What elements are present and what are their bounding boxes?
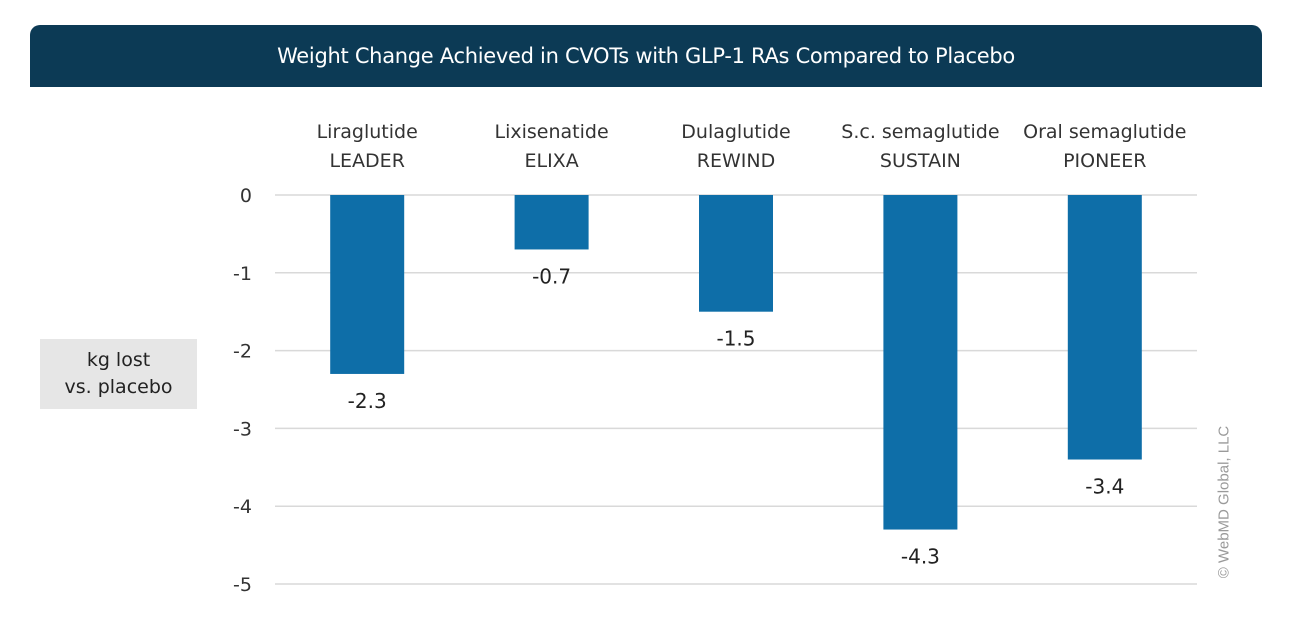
data-label: -2.3: [348, 389, 387, 413]
copyright-text: © WebMD Global, LLC: [1215, 425, 1233, 579]
category-label: Liraglutide: [317, 121, 418, 143]
category-label: ELIXA: [524, 150, 578, 172]
data-label: -3.4: [1085, 475, 1124, 499]
category-label: SUSTAIN: [880, 150, 961, 172]
category-label: Lixisenatide: [495, 121, 609, 143]
y-tick-label: 0: [240, 185, 252, 207]
y-tick-label: -5: [233, 574, 252, 596]
category-label: Oral semaglutide: [1023, 121, 1186, 143]
bar: [883, 195, 958, 530]
y-axis-label-box: kg lost vs. placebo: [40, 339, 197, 409]
y-axis-label-line2: vs. placebo: [64, 376, 173, 398]
y-tick-label: -3: [233, 418, 252, 440]
y-tick-label: -4: [233, 496, 252, 518]
data-label: -4.3: [901, 545, 940, 569]
chart-header: Weight Change Achieved in CVOTs with GLP…: [30, 25, 1262, 87]
y-tick-label: -1: [233, 263, 252, 285]
category-label: REWIND: [697, 150, 775, 172]
y-tick-label: -2: [233, 341, 252, 363]
bar: [699, 195, 773, 312]
category-label: LEADER: [329, 150, 404, 172]
chart-title: Weight Change Achieved in CVOTs with GLP…: [277, 44, 1015, 68]
bar: [330, 195, 405, 374]
bar: [1067, 195, 1142, 460]
category-label: PIONEER: [1063, 150, 1146, 172]
data-label: -1.5: [716, 327, 755, 351]
category-label: S.c. semaglutide: [841, 121, 999, 143]
bar: [514, 195, 589, 250]
data-label: -0.7: [532, 264, 571, 288]
y-axis-label-line1: kg lost: [86, 349, 151, 371]
category-label: Dulaglutide: [681, 121, 790, 143]
